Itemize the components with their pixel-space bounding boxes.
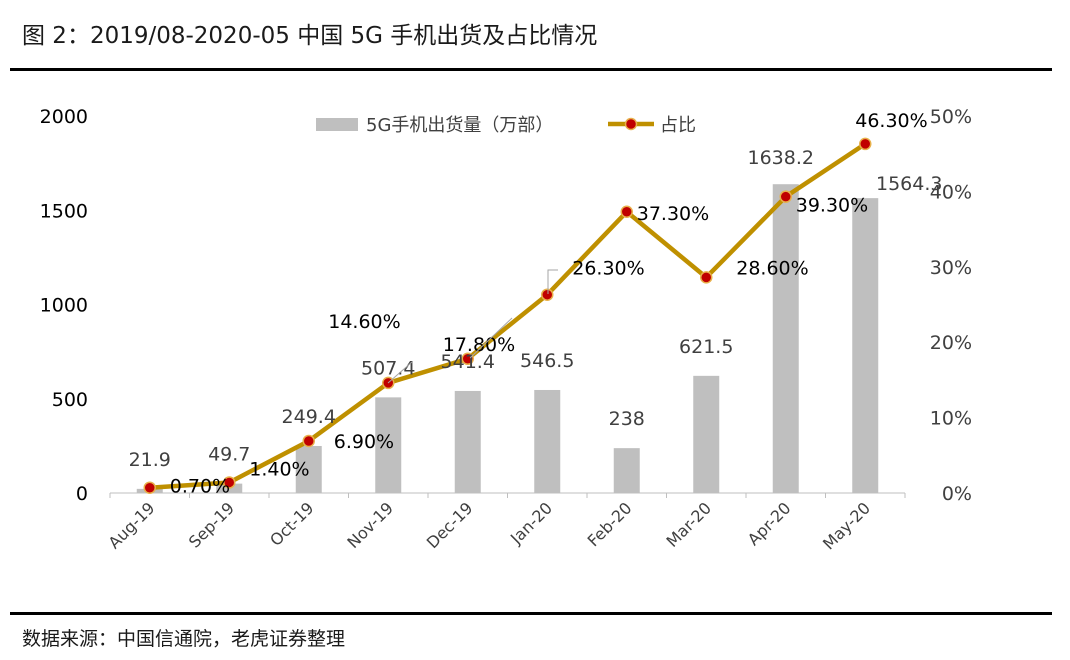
top-rule <box>10 68 1052 71</box>
y-right-tick-label: 50% <box>930 106 972 128</box>
line-marker <box>541 288 554 301</box>
bar <box>534 389 561 493</box>
bars-layer <box>136 184 879 494</box>
leader-line <box>387 361 413 384</box>
bar-value-label: 541.4 <box>441 351 495 373</box>
bar <box>454 390 481 493</box>
line-value-label: 28.60% <box>736 257 808 279</box>
bar-value-label: 249.4 <box>282 406 336 428</box>
line-value-label: 39.30% <box>796 195 868 217</box>
line-marker <box>859 137 872 151</box>
legend-line-marker <box>624 117 638 131</box>
bar <box>375 397 402 493</box>
leader-line <box>547 269 558 294</box>
x-tick-label: Mar-20 <box>663 498 716 551</box>
line-value-label: 6.90% <box>334 431 394 453</box>
line-value-label: 46.30% <box>855 110 927 132</box>
legend-line-label: 占比 <box>660 115 696 136</box>
figure-title: 图 2：2019/08-2020-05 中国 5G 手机出货及占比情况 <box>22 23 598 49</box>
line-value-label: 26.30% <box>572 258 644 280</box>
x-tick-label: Apr-20 <box>744 498 795 549</box>
line-marker <box>461 352 474 366</box>
bar <box>852 198 879 493</box>
line-marker <box>700 271 713 284</box>
line-value-label: 0.70% <box>170 476 230 498</box>
x-tick-label: Nov-19 <box>343 498 397 552</box>
figure-source: 数据来源：中国信通院，老虎证券整理 <box>22 628 346 650</box>
bar-value-label: 21.9 <box>129 449 171 471</box>
bar-value-label: 546.5 <box>520 350 574 372</box>
bar <box>613 448 640 493</box>
y-left-tick-label: 0 <box>76 483 88 505</box>
line-marker <box>143 481 156 494</box>
bar-value-label: 49.7 <box>208 444 250 466</box>
bar-value-label: 621.5 <box>679 336 733 358</box>
line-marker <box>620 205 633 219</box>
leader-line <box>469 317 513 359</box>
y-right-tick-label: 0% <box>942 483 972 505</box>
legend: 5G手机出货量（万部） 占比 <box>316 115 696 136</box>
x-tick-label: Oct-19 <box>266 498 317 549</box>
y-left-tick-label: 500 <box>52 389 88 411</box>
y-right-tick-label: 20% <box>930 332 972 354</box>
bar-value-label: 507.4 <box>361 357 415 379</box>
y-right-tick-label: 40% <box>930 181 972 203</box>
bottom-rule <box>10 612 1052 615</box>
line-marker <box>779 190 792 203</box>
y-left-tick-label: 1500 <box>40 200 88 222</box>
line-marker <box>302 434 315 448</box>
bar <box>772 184 799 494</box>
legend-bar-label: 5G手机出货量（万部） <box>366 115 553 136</box>
x-tick-label: Feb-20 <box>584 498 636 550</box>
bar <box>693 375 720 493</box>
y-right-tick-label: 10% <box>930 408 972 430</box>
bar <box>295 445 322 493</box>
y-right-tick-label: 30% <box>930 257 972 279</box>
x-tick-label: Sep-19 <box>185 498 238 551</box>
bar-value-label: 1638.2 <box>748 147 814 169</box>
x-tick-label: Jan-20 <box>506 498 556 548</box>
line-value-label: 17.80% <box>443 334 515 356</box>
x-tick-label: Aug-19 <box>105 498 159 552</box>
line-layer <box>143 137 872 494</box>
line-value-label: 1.40% <box>249 458 309 480</box>
x-tick-label: May-20 <box>819 498 874 553</box>
share-line <box>149 142 867 490</box>
y-left-tick-label: 1000 <box>40 295 88 317</box>
line-marker <box>223 476 236 489</box>
line-value-label: 14.60% <box>328 311 400 333</box>
line-value-label: 37.30% <box>637 203 709 225</box>
legend-bar-swatch <box>316 118 358 131</box>
y-left-tick-label: 2000 <box>40 106 88 128</box>
labels-layer: 21.9 49.7 249.4 507.4 541.4 546.5 238 621.5 1638… <box>129 110 943 498</box>
x-tick-label: Dec-19 <box>423 498 477 552</box>
bar-value-label: 1564.3 <box>876 173 942 195</box>
bar-value-label: 238 <box>609 408 645 430</box>
